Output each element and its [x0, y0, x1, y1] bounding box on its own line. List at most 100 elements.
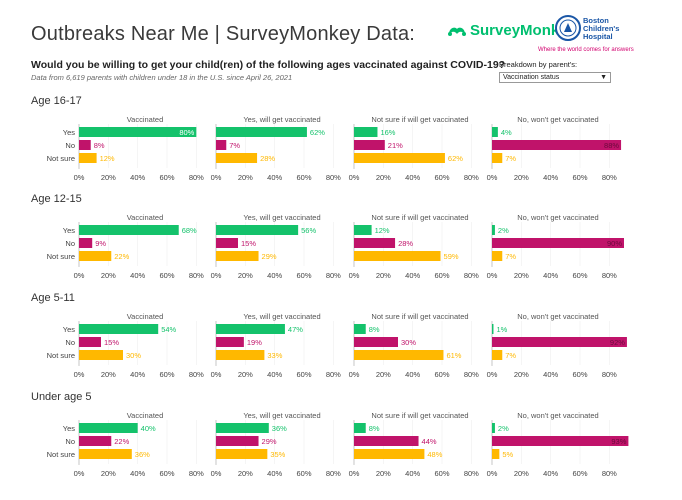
bar [354, 238, 396, 248]
data-label: 22% [114, 437, 129, 446]
data-label: 30% [401, 338, 416, 347]
tick-label: 80% [326, 173, 341, 182]
panel-title: Vaccinated [127, 411, 164, 420]
tick-label: 20% [238, 173, 253, 182]
data-label: 1% [496, 325, 507, 334]
data-label: 29% [262, 437, 277, 446]
bar [354, 324, 366, 334]
tick-label: 40% [405, 370, 420, 379]
data-label: 5% [502, 450, 513, 459]
tick-label: 40% [405, 469, 420, 478]
breakdown-select[interactable]: Vaccination status ▼ [499, 72, 611, 83]
data-label: 62% [448, 154, 463, 163]
data-label: 28% [398, 239, 413, 248]
panel-title: Yes, will get vaccinated [243, 411, 320, 420]
bar [79, 140, 91, 150]
tick-label: 40% [130, 370, 145, 379]
bar [354, 140, 385, 150]
tick-label: 20% [514, 173, 529, 182]
data-label: 9% [95, 239, 106, 248]
bar [79, 127, 197, 137]
tick-label: 80% [602, 469, 617, 478]
tick-label: 0% [487, 370, 498, 379]
bar [79, 324, 159, 334]
bar [354, 449, 425, 459]
tick-label: 80% [189, 271, 204, 280]
bar [216, 153, 258, 163]
page-title: Outbreaks Near Me | SurveyMonkey Data: [31, 23, 416, 45]
bar [354, 350, 444, 360]
data-label: 61% [446, 351, 461, 360]
surveymonkey-wordmark: SurveyMonkey [470, 22, 576, 39]
bar [492, 225, 495, 235]
tick-label: 80% [189, 173, 204, 182]
data-label: 2% [498, 424, 509, 433]
tick-label: 80% [464, 271, 479, 280]
bar [79, 436, 112, 446]
tick-label: 40% [543, 271, 558, 280]
data-label: 62% [310, 128, 325, 137]
data-label: 54% [161, 325, 176, 334]
data-label: 33% [267, 351, 282, 360]
category-label: Yes [63, 325, 75, 334]
bar [354, 153, 445, 163]
bar [492, 324, 494, 334]
data-label: 4% [501, 128, 512, 137]
panel-title: Vaccinated [127, 213, 164, 222]
bar [216, 127, 307, 137]
data-label: 12% [375, 226, 390, 235]
tick-label: 80% [326, 370, 341, 379]
panel-title: Vaccinated [127, 312, 164, 321]
surveymonkey-logo: SurveyMonkey [447, 22, 576, 39]
bar [79, 337, 101, 347]
data-label: 92% [610, 338, 625, 347]
bar [354, 251, 441, 261]
tick-label: 0% [211, 173, 222, 182]
data-label: 90% [607, 239, 622, 248]
tick-label: 40% [267, 271, 282, 280]
data-label: 15% [241, 239, 256, 248]
category-label: Yes [63, 226, 75, 235]
bch-shield-icon [555, 15, 581, 41]
group-title: Under age 5 [31, 391, 92, 403]
data-label: 29% [262, 252, 277, 261]
tick-label: 60% [434, 271, 449, 280]
tick-label: 0% [349, 469, 360, 478]
tick-label: 80% [326, 271, 341, 280]
tick-label: 20% [238, 370, 253, 379]
tick-label: 60% [434, 370, 449, 379]
tick-label: 60% [159, 370, 174, 379]
tick-label: 40% [130, 271, 145, 280]
bch-name-line1: Boston [583, 16, 609, 25]
tick-label: 20% [376, 469, 391, 478]
tick-label: 40% [405, 173, 420, 182]
tick-label: 0% [349, 173, 360, 182]
data-label: 40% [141, 424, 156, 433]
tick-label: 60% [572, 271, 587, 280]
panel-title: No, won't get vaccinated [517, 115, 598, 124]
tick-label: 60% [159, 469, 174, 478]
bch-name-line3: Hospital [583, 32, 613, 41]
bar [492, 350, 503, 360]
bar [492, 153, 503, 163]
data-label: 21% [388, 141, 403, 150]
data-label: 68% [182, 226, 197, 235]
bar [216, 324, 285, 334]
tick-label: 40% [267, 173, 282, 182]
data-label: 15% [104, 338, 119, 347]
bar [79, 225, 179, 235]
data-label: 7% [505, 154, 516, 163]
panel-title: Not sure if will get vaccinated [371, 312, 468, 321]
tick-label: 0% [211, 469, 222, 478]
survey-question: Would you be willing to get your child(r… [31, 59, 506, 71]
group-title: Age 12-15 [31, 193, 82, 205]
data-label: 7% [505, 252, 516, 261]
bar [492, 449, 500, 459]
bar [79, 238, 93, 248]
bar [216, 449, 268, 459]
bar [79, 423, 138, 433]
breakdown-selected-value: Vaccination status [503, 74, 560, 81]
tick-label: 80% [602, 370, 617, 379]
data-label: 28% [260, 154, 275, 163]
panel-title: Not sure if will get vaccinated [371, 411, 468, 420]
